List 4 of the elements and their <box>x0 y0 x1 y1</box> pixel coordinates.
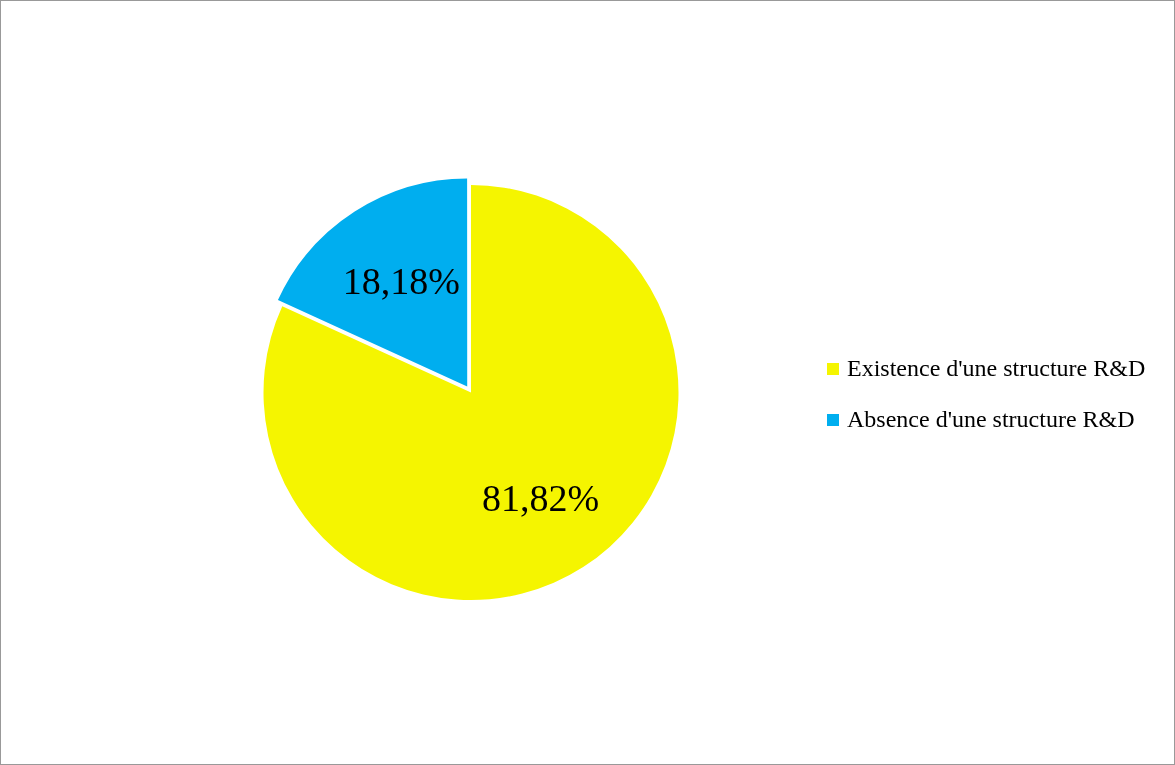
legend-label: Absence d'une structure R&D <box>847 406 1135 432</box>
legend-label: Existence d'une structure R&D <box>847 355 1146 381</box>
data-label: 18,18% <box>342 260 461 303</box>
data-label: 81,82% <box>481 476 600 519</box>
